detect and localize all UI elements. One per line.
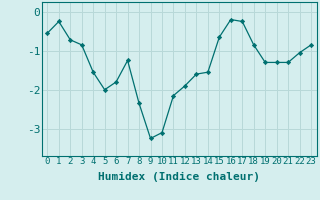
X-axis label: Humidex (Indice chaleur): Humidex (Indice chaleur) (98, 172, 260, 182)
